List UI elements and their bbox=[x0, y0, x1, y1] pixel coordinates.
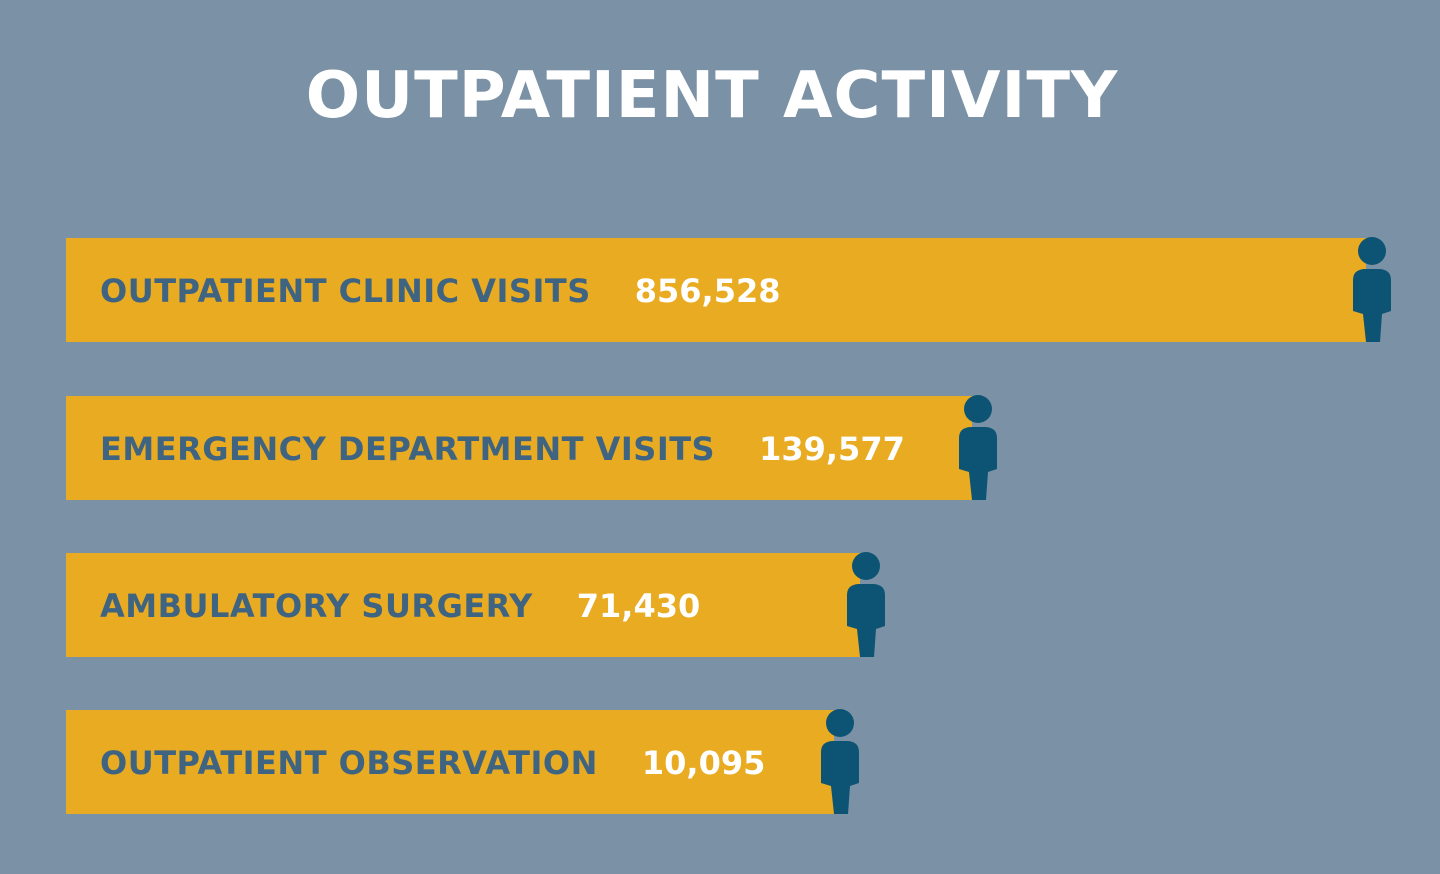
person-icon bbox=[821, 709, 859, 814]
bar bbox=[66, 553, 860, 657]
bar-group: OUTPATIENT CLINIC VISITS 856,528 bbox=[66, 238, 1366, 342]
bar-value: 139,577 bbox=[759, 430, 905, 468]
person-icon bbox=[1353, 237, 1391, 342]
bar-group: OUTPATIENT OBSERVATION 10,095 bbox=[66, 710, 834, 814]
bar-label: OUTPATIENT CLINIC VISITS bbox=[100, 272, 591, 310]
bar bbox=[66, 710, 834, 814]
chart-title: OUTPATIENT ACTIVITY bbox=[305, 59, 1119, 133]
bar bbox=[66, 396, 972, 500]
person-icon bbox=[847, 552, 885, 657]
person-icon bbox=[959, 395, 997, 500]
bar-label: AMBULATORY SURGERY bbox=[100, 587, 533, 625]
bar-label: OUTPATIENT OBSERVATION bbox=[100, 744, 598, 782]
bar bbox=[66, 238, 1366, 342]
bar-value: 856,528 bbox=[635, 272, 781, 310]
bar-group: AMBULATORY SURGERY 71,430 bbox=[66, 553, 860, 657]
bar-value: 71,430 bbox=[577, 587, 700, 625]
bar-value: 10,095 bbox=[642, 744, 765, 782]
bar-label: EMERGENCY DEPARTMENT VISITS bbox=[100, 430, 715, 468]
bar-group: EMERGENCY DEPARTMENT VISITS 139,577 bbox=[66, 396, 972, 500]
